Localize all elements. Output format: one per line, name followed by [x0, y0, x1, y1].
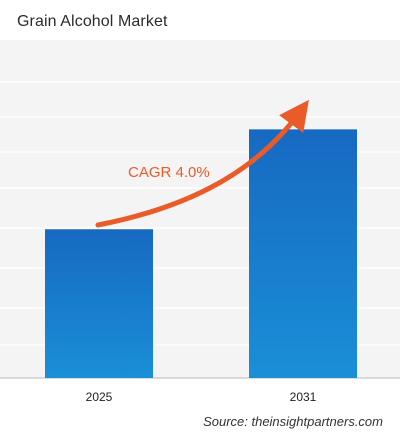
x-tick-label-2031: 2031 [289, 390, 317, 404]
chart-title: Grain Alcohol Market [17, 13, 168, 30]
bar-2025 [45, 229, 153, 378]
cagr-label: CAGR 4.0% [128, 164, 210, 181]
x-tick-label-2025: 2025 [85, 390, 113, 404]
bars [45, 129, 357, 378]
bar-2031 [249, 129, 357, 378]
source-note: Source: theinsightpartners.com [203, 414, 383, 429]
cagr-arrow [95, 99, 309, 228]
